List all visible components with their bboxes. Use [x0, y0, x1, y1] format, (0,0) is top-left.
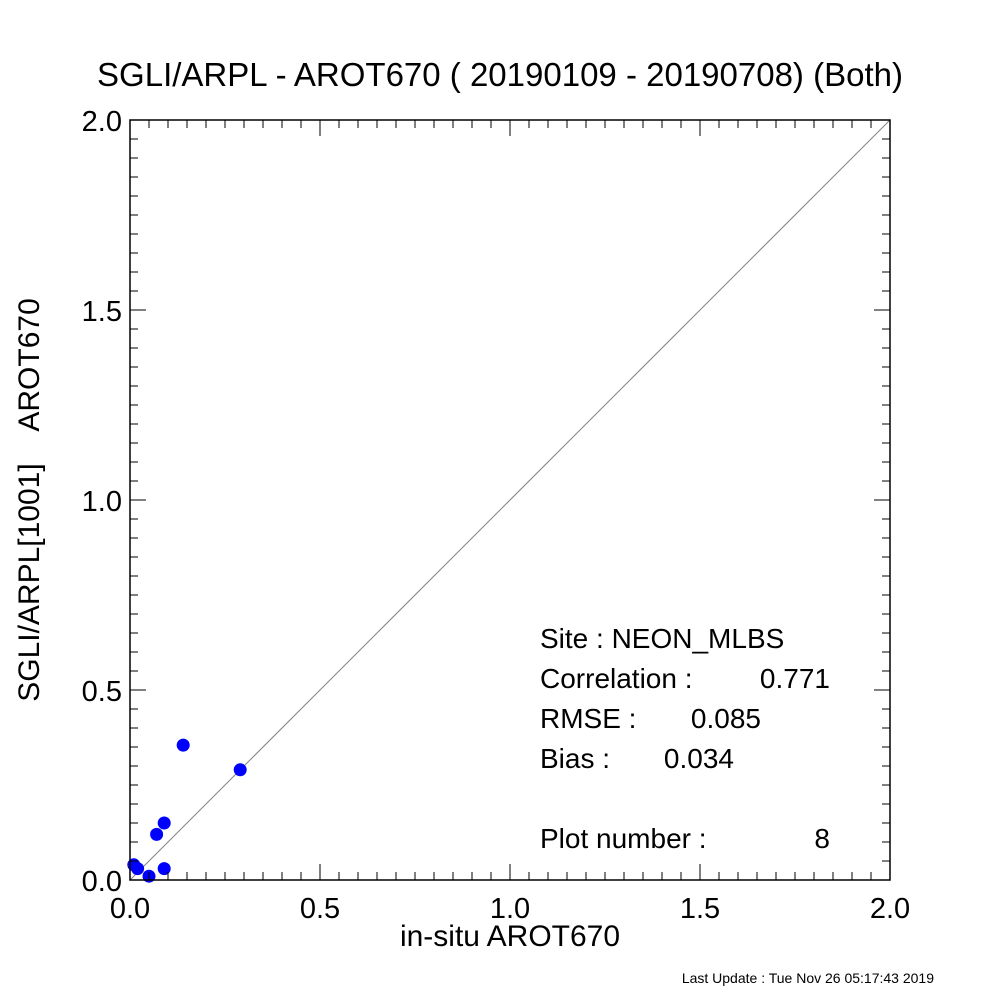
x-tick-label: 0.0	[110, 893, 150, 925]
stats-correlation-value: 0.771	[760, 663, 830, 694]
y-tick-label: 1.5	[82, 296, 122, 328]
y-tick-label: 2.0	[82, 106, 122, 138]
stats-rmse-label: RMSE :	[540, 703, 636, 734]
stats-site: Site : NEON_MLBS	[540, 623, 784, 654]
data-point	[157, 816, 171, 830]
stats-plot-number-value: 8	[814, 823, 830, 854]
x-axis-label: in-situ AROT670	[399, 920, 621, 953]
data-point	[176, 738, 190, 752]
stats-bias-value: 0.034	[664, 743, 734, 774]
x-tick-label: 2.0	[870, 893, 910, 925]
plot-frame	[129, 119, 891, 881]
data-point	[233, 763, 247, 777]
x-tick-label: 1.0	[490, 893, 530, 925]
stats-correlation-label: Correlation :	[540, 663, 693, 694]
data-point	[157, 862, 171, 876]
chart-title: SGLI/ARPL - AROT670 ( 20190109 - 2019070…	[97, 56, 903, 93]
data-point	[150, 827, 164, 841]
stats-rmse-value: 0.085	[691, 703, 761, 734]
stats-plot-number-label: Plot number :	[540, 823, 707, 854]
data-point	[131, 862, 145, 876]
y-tick-label: 0.0	[82, 866, 122, 898]
y-tick-label: 0.5	[82, 676, 122, 708]
y-axis-label: SGLI/ARPL[1001] AROT670	[13, 298, 46, 702]
stats-bias-label: Bias :	[540, 743, 610, 774]
last-update-text: Last Update : Tue Nov 26 05:17:43 2019	[681, 970, 934, 986]
y-tick-label: 1.0	[82, 486, 122, 518]
one-to-one-line	[129, 119, 891, 881]
x-tick-label: 0.5	[300, 893, 340, 925]
x-tick-label: 1.5	[680, 893, 720, 925]
